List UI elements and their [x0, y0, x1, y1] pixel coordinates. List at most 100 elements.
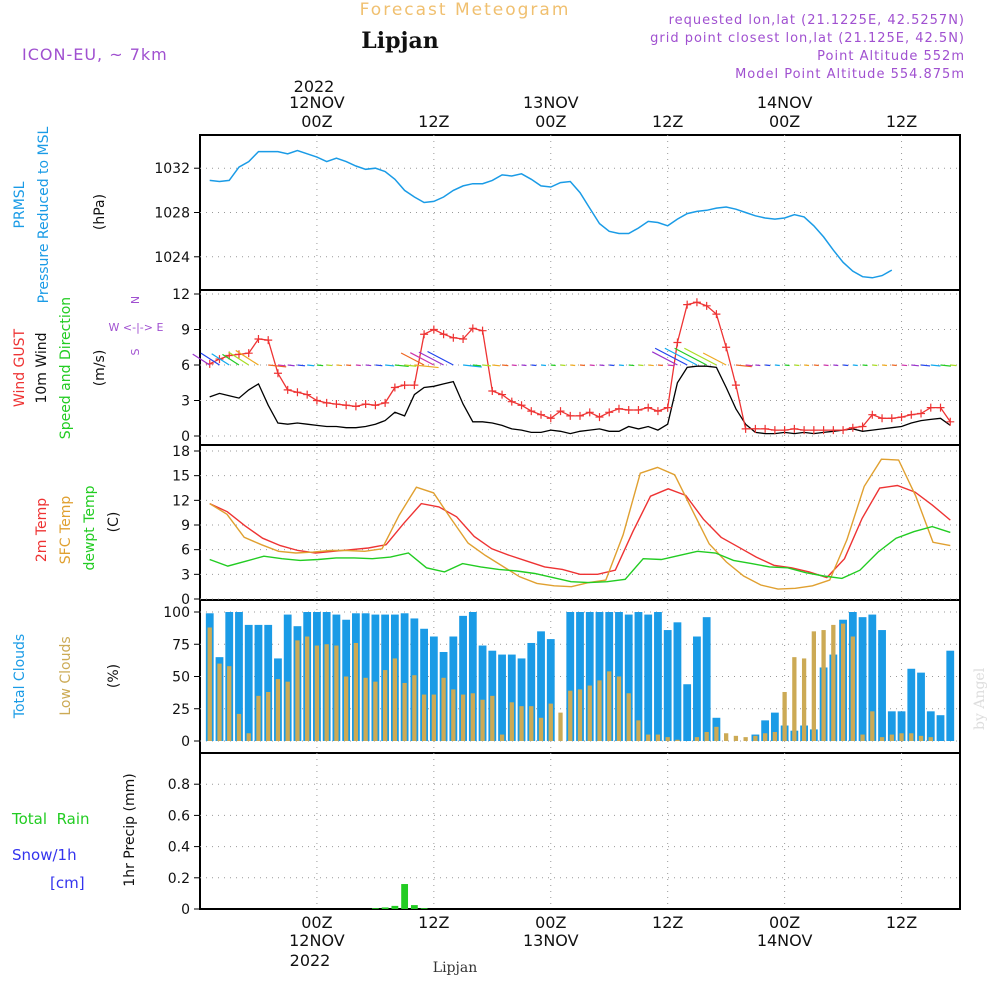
wind-direction-arrow: [228, 351, 250, 366]
total-cloud-bar: [693, 636, 701, 741]
wind-direction-arrow: [794, 364, 800, 367]
wind-speed-dir-label: Speed and Direction: [58, 297, 74, 439]
low-cloud-bar: [724, 733, 729, 741]
y-tick-label: 100: [163, 605, 190, 621]
wind-direction-arrow: [823, 364, 829, 367]
wind-direction-arrow: [414, 364, 439, 369]
total-cloud-bar: [546, 639, 555, 741]
wind-direction-arrow: [521, 364, 527, 367]
gust-marker: [926, 403, 935, 412]
point-altitude: Point Altitude 552m: [817, 49, 965, 64]
total-cloud-bar: [926, 711, 935, 741]
wind-direction-arrow: [410, 352, 435, 366]
wind-direction-arrow: [540, 364, 547, 367]
total-cloud-bar: [702, 617, 711, 741]
wind-direction-arrow: [400, 352, 425, 366]
wind-direction-arrow: [589, 364, 595, 367]
gust-marker: [614, 404, 623, 413]
gust-marker: [566, 411, 575, 420]
low-cloud-bar: [548, 703, 553, 741]
gust-marker: [829, 426, 838, 435]
wind-unit: (m/s): [92, 350, 108, 387]
wind-gust-line: [209, 301, 951, 431]
wind-direction-arrow: [813, 364, 819, 367]
gust-marker: [663, 403, 672, 412]
pressure-line: [209, 149, 893, 279]
wind-direction-arrow: [651, 351, 678, 366]
total-cloud-bar: [517, 658, 526, 741]
gust-marker: [283, 385, 292, 394]
gust-marker: [653, 407, 662, 416]
low-cloud-bar: [772, 731, 778, 741]
wind-direction-arrow: [950, 364, 957, 367]
wind-direction-arrow: [599, 364, 605, 367]
low-cloud-bar: [480, 699, 485, 741]
total-cloud-bar: [235, 612, 243, 741]
wind-direction-arrow: [654, 347, 688, 366]
gust-marker: [887, 414, 896, 423]
y-tick-label: 0: [181, 734, 190, 750]
wind-direction-arrow: [297, 364, 306, 367]
total-cloud-bar: [283, 614, 292, 741]
wind-direction-arrow: [784, 364, 790, 367]
gust-marker: [751, 424, 760, 433]
wind-direction-arrow: [501, 364, 509, 367]
total-cloud-bar: [566, 612, 575, 741]
low-cloud-bar: [275, 679, 281, 741]
wind-direction-arrow: [365, 364, 372, 367]
gust-marker: [527, 407, 536, 416]
low-cloud-bar: [499, 734, 505, 741]
total-cloud-bar: [907, 668, 916, 741]
rain-bar: [420, 908, 428, 909]
gust-marker: [839, 426, 848, 435]
gust-marker: [303, 390, 312, 399]
low-cloud-bar: [811, 631, 816, 741]
total-cloud-bar: [371, 614, 380, 741]
wind-speed-line: [209, 365, 951, 435]
wind-10m-label: 10m Wind: [34, 332, 50, 403]
low-cloud-bar: [441, 677, 446, 741]
gust-marker: [342, 401, 351, 410]
footer-location: Lipjan: [433, 960, 477, 976]
low-cloud-bar: [704, 731, 709, 741]
total-cloud-bar: [887, 711, 896, 741]
low-cloud-bar: [266, 691, 271, 741]
compass-row: W <-|-> E: [109, 321, 164, 334]
low-cloud-bar: [831, 624, 836, 741]
gust-marker: [644, 403, 653, 412]
snow-label: Snow/1h: [12, 846, 77, 864]
gust-marker: [371, 401, 380, 410]
total-cloud-bar: [576, 612, 584, 741]
temperature-axis: 0 3 6 9 12 15 18: [172, 444, 960, 608]
low-cloud-bar: [490, 695, 495, 741]
total-cloud-bar: [254, 624, 263, 741]
top-time-label: 00Z: [769, 112, 800, 131]
low-cloud-bar: [655, 734, 661, 741]
cloud-unit: (%): [106, 664, 122, 688]
wind-labels: Wind GUST 10m Wind Speed and Direction (…: [12, 296, 163, 439]
gust-marker: [244, 349, 253, 358]
wind-direction-arrow: [511, 364, 517, 367]
total-cloud-bar: [634, 612, 643, 741]
total-cloud-bar: [644, 614, 653, 741]
low-cloud-bar: [412, 675, 417, 741]
low-cloud-bar: [227, 666, 232, 741]
low-cloud-bar: [675, 739, 680, 741]
wind-direction-arrow: [482, 364, 491, 367]
y-tick-label: 0: [181, 429, 190, 445]
y-tick-label: 12: [172, 287, 190, 303]
low-cloud-bar: [402, 682, 407, 741]
gust-marker: [351, 402, 360, 411]
total-cloud-bar: [858, 617, 867, 741]
wind-direction-arrow: [375, 364, 383, 367]
low-cloud-bar: [470, 693, 475, 741]
gust-marker: [478, 326, 487, 335]
top-time-label: 12Z: [886, 112, 917, 131]
bottom-time-label: 12Z: [652, 913, 683, 932]
model-label: ICON-EU, ~ 7km: [22, 45, 168, 64]
gust-marker: [390, 383, 399, 392]
bottom-time-label: 12Z: [418, 913, 449, 932]
wind-direction-arrow: [862, 364, 868, 367]
total-cloud-bar: [683, 684, 692, 741]
